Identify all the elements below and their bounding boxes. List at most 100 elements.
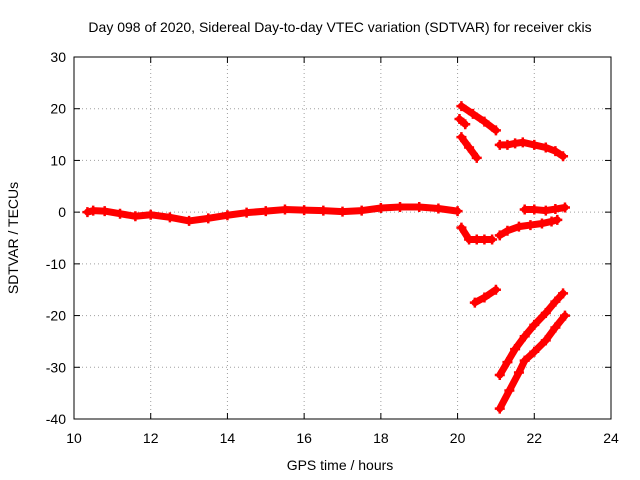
data-point bbox=[299, 205, 310, 216]
data-point bbox=[356, 205, 367, 216]
axes: 10 12 14 16 18 20 22 24 -40 -30 -20 -10 0 10 20 30 bbox=[46, 49, 619, 446]
y-tick-label: 30 bbox=[50, 49, 66, 65]
data-point bbox=[99, 206, 110, 217]
data-point bbox=[490, 284, 501, 295]
data-point bbox=[487, 234, 498, 245]
data-point bbox=[115, 208, 126, 219]
data-point bbox=[510, 344, 521, 355]
data-point bbox=[513, 221, 524, 232]
data-point bbox=[130, 211, 141, 222]
x-tick-label: 10 bbox=[66, 430, 82, 446]
x-axis-label: GPS time / hours bbox=[287, 457, 394, 473]
data-point bbox=[529, 346, 540, 357]
x-tick-label: 16 bbox=[296, 430, 312, 446]
data-point bbox=[550, 322, 561, 333]
data-point bbox=[433, 203, 444, 214]
data-point bbox=[203, 213, 214, 224]
data-point bbox=[467, 108, 478, 119]
y-tick-label: -10 bbox=[46, 256, 66, 272]
data-point bbox=[452, 206, 463, 217]
y-tick-label: 0 bbox=[58, 204, 66, 220]
data-point bbox=[502, 357, 513, 368]
x-tick-label: 12 bbox=[143, 430, 159, 446]
data-point bbox=[550, 296, 561, 307]
data-point bbox=[558, 151, 569, 162]
data-point bbox=[517, 137, 528, 148]
data-point bbox=[279, 204, 290, 215]
data-point bbox=[395, 201, 406, 212]
data-point bbox=[222, 210, 233, 221]
series-track-10 bbox=[494, 288, 569, 381]
data-point bbox=[456, 101, 467, 112]
series-track-11 bbox=[494, 310, 570, 414]
data-point bbox=[552, 214, 563, 225]
data-point bbox=[184, 215, 195, 226]
data-point bbox=[494, 370, 505, 381]
data-point bbox=[318, 205, 329, 216]
data-point bbox=[479, 116, 490, 127]
data-point bbox=[464, 142, 475, 153]
data-point bbox=[536, 218, 547, 229]
data-point bbox=[550, 146, 561, 157]
data-point bbox=[145, 209, 156, 220]
data-point bbox=[414, 201, 425, 212]
x-tick-label: 22 bbox=[526, 430, 542, 446]
y-tick-label: -30 bbox=[46, 359, 66, 375]
data-point bbox=[546, 216, 557, 227]
data-point bbox=[479, 292, 490, 303]
data-point bbox=[540, 307, 551, 318]
series-track-6 bbox=[469, 284, 501, 308]
data-point bbox=[558, 288, 569, 299]
series-track-4 bbox=[454, 114, 471, 130]
y-tick-label: -20 bbox=[46, 308, 66, 324]
data-point bbox=[559, 310, 570, 321]
data-point bbox=[494, 403, 505, 414]
data-point bbox=[490, 125, 501, 136]
y-tick-label: 20 bbox=[50, 101, 66, 117]
data-point bbox=[519, 331, 530, 342]
data-point bbox=[540, 335, 551, 346]
data-point bbox=[469, 297, 480, 308]
data-point bbox=[513, 367, 524, 378]
x-tick-label: 14 bbox=[220, 430, 236, 446]
data-point bbox=[460, 119, 471, 130]
series-band bbox=[457, 102, 500, 134]
data-point bbox=[550, 204, 561, 215]
data-point bbox=[456, 132, 467, 143]
series-track-1 bbox=[82, 201, 463, 226]
y-tick-label: 10 bbox=[50, 152, 66, 168]
series-band bbox=[83, 203, 462, 225]
series-band bbox=[496, 312, 569, 413]
grid bbox=[74, 57, 611, 419]
data-point bbox=[519, 204, 530, 215]
y-axis-label: SDTVAR / TECUs bbox=[5, 182, 21, 294]
y-tick-label: -40 bbox=[46, 411, 66, 427]
data-point bbox=[494, 230, 505, 241]
series-track-7 bbox=[494, 137, 569, 162]
data-point bbox=[559, 202, 570, 213]
data-point bbox=[337, 206, 348, 217]
data-point bbox=[504, 385, 515, 396]
data-point bbox=[529, 139, 540, 150]
data-point bbox=[502, 225, 513, 236]
series-track-9 bbox=[519, 202, 570, 216]
series-band bbox=[496, 289, 567, 379]
data-point bbox=[471, 152, 482, 163]
data-series bbox=[82, 101, 570, 414]
data-point bbox=[519, 355, 530, 366]
data-point bbox=[529, 204, 540, 215]
data-point bbox=[375, 203, 386, 214]
data-point bbox=[454, 114, 465, 125]
series-track-8 bbox=[494, 214, 563, 241]
x-tick-label: 18 bbox=[373, 430, 389, 446]
data-point bbox=[164, 212, 175, 223]
data-point bbox=[82, 207, 93, 218]
series-track-3 bbox=[456, 101, 501, 136]
series-track-2 bbox=[456, 222, 498, 245]
chart-title: Day 098 of 2020, Sidereal Day-to-day VTE… bbox=[88, 19, 591, 35]
data-point bbox=[525, 220, 536, 231]
data-point bbox=[456, 222, 467, 233]
data-point bbox=[241, 207, 252, 218]
data-point bbox=[88, 205, 99, 216]
